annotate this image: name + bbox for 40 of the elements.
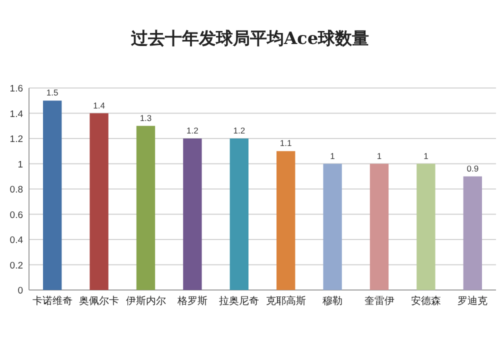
x-tick-label: 穆勒 (322, 295, 343, 307)
bar (136, 126, 156, 290)
data-label: 1 (424, 150, 429, 161)
y-tick-label: 1.2 (10, 134, 23, 145)
data-label: 1 (376, 150, 382, 161)
x-tick-label: 奥佩尔卡 (79, 295, 120, 307)
bar (183, 138, 202, 290)
data-label: 1.5 (46, 88, 59, 98)
y-tick-label: 0.4 (10, 235, 23, 246)
y-tick-label: 0.8 (10, 184, 23, 196)
data-label: 1.2 (233, 126, 246, 136)
y-tick-label: 0.6 (10, 210, 23, 221)
bar (370, 164, 389, 290)
data-label: 1 (330, 150, 336, 161)
bar (416, 164, 436, 290)
data-label: 1.1 (280, 138, 292, 148)
data-label: 1.2 (186, 126, 199, 136)
x-tick-label: 伊斯内尔 (126, 295, 166, 307)
x-tick-label: 奎雷伊 (364, 295, 394, 307)
y-tick-label: 1 (18, 159, 23, 170)
bar (43, 100, 62, 290)
bar (276, 151, 296, 290)
x-tick-label: 克耶高斯 (266, 295, 306, 307)
x-tick-label: 格罗斯 (176, 295, 208, 307)
y-tick-label: 0.2 (10, 260, 23, 272)
bar (463, 176, 482, 290)
y-tick-label: 1.4 (10, 108, 23, 120)
x-tick-label: 罗迪克 (458, 295, 488, 307)
y-tick-label: 0 (18, 286, 23, 296)
data-label: 1.4 (93, 100, 106, 110)
bar (230, 138, 248, 290)
x-tick-label: 卡诺维奇 (32, 295, 72, 307)
x-tick-label: 安德森 (410, 295, 441, 307)
chart-title: 过去十年发球局平均Ace球数量 (130, 29, 370, 49)
y-tick-label: 1.6 (10, 84, 23, 94)
data-label: 0.9 (466, 163, 479, 174)
x-tick-label: 拉奥尼奇 (219, 295, 260, 307)
data-label: 1.3 (140, 112, 152, 123)
bar (90, 113, 108, 290)
bar (323, 164, 342, 290)
